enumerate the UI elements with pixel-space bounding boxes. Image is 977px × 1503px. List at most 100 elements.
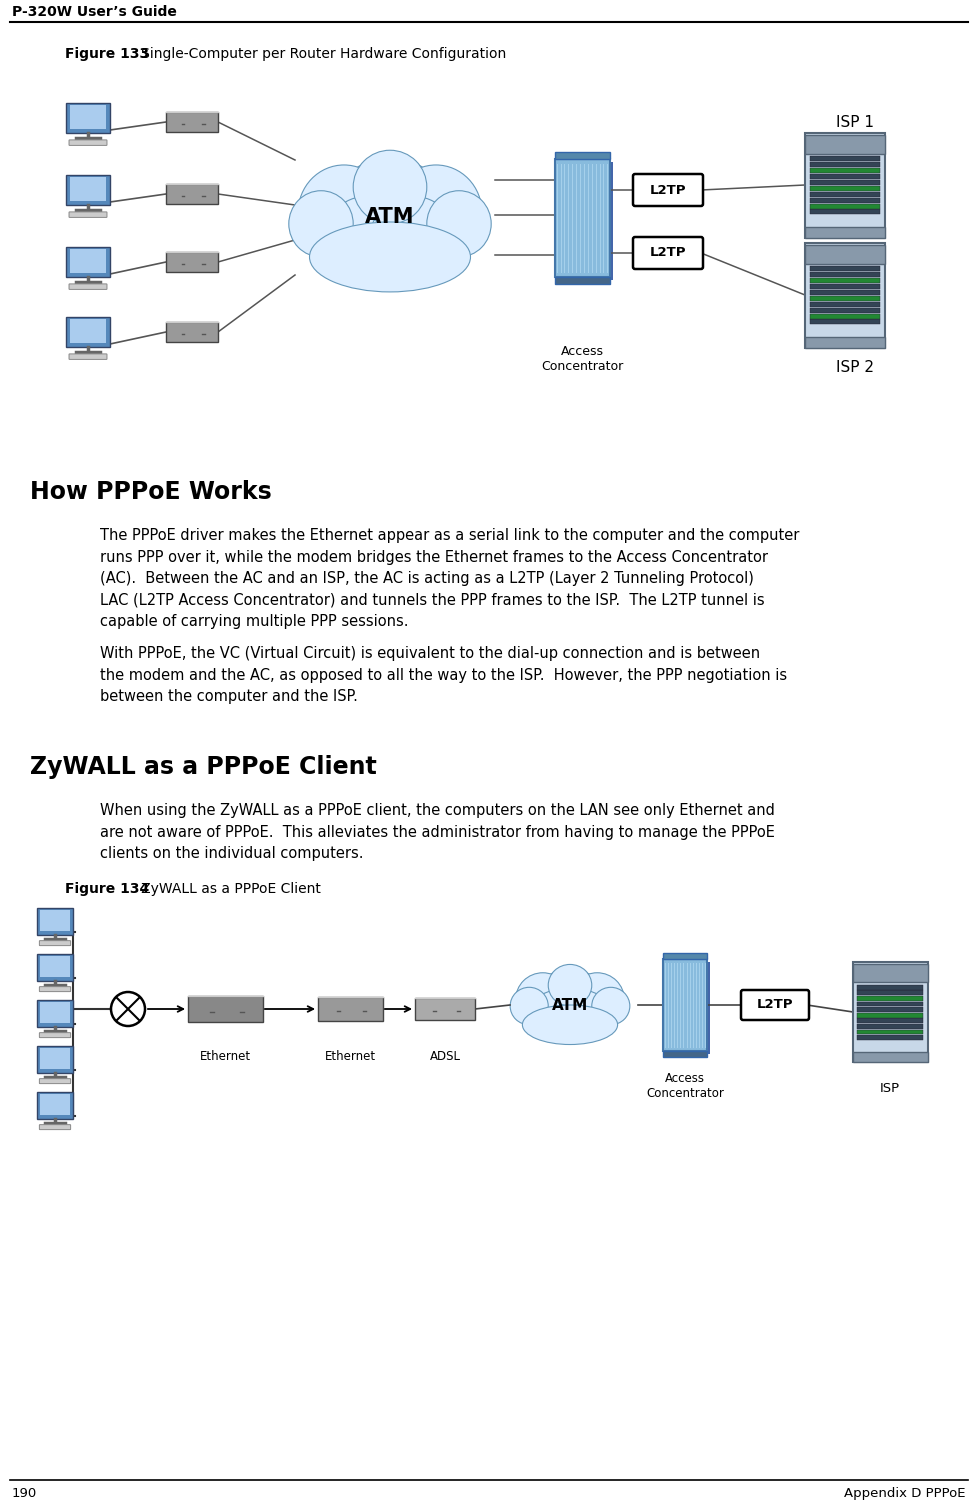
FancyBboxPatch shape: [69, 212, 106, 218]
Text: ZyWALL as a PPPoE Client: ZyWALL as a PPPoE Client: [128, 882, 320, 896]
FancyBboxPatch shape: [39, 1079, 70, 1084]
FancyBboxPatch shape: [65, 174, 109, 204]
Bar: [804, 132, 884, 237]
Text: Figure 134: Figure 134: [64, 882, 149, 896]
Ellipse shape: [510, 987, 548, 1025]
Bar: [809, 278, 879, 283]
Bar: [166, 113, 218, 132]
FancyBboxPatch shape: [40, 1094, 70, 1115]
FancyBboxPatch shape: [69, 249, 106, 274]
FancyBboxPatch shape: [69, 353, 106, 359]
FancyBboxPatch shape: [69, 284, 106, 290]
Text: Appendix D PPPoE: Appendix D PPPoE: [843, 1486, 965, 1500]
Text: ATM: ATM: [364, 207, 414, 227]
Bar: [662, 959, 706, 1051]
FancyBboxPatch shape: [40, 911, 70, 930]
Bar: [856, 996, 922, 1001]
Text: Ethernet: Ethernet: [324, 1051, 375, 1063]
Bar: [809, 314, 879, 319]
Bar: [809, 284, 879, 289]
Bar: [809, 290, 879, 295]
Bar: [809, 302, 879, 307]
Text: ISP 1: ISP 1: [835, 116, 873, 129]
Bar: [166, 322, 218, 343]
Bar: [856, 1013, 922, 1018]
Bar: [557, 162, 612, 280]
Bar: [809, 272, 879, 278]
FancyBboxPatch shape: [65, 104, 109, 132]
Bar: [809, 197, 879, 203]
Text: L2TP: L2TP: [756, 998, 792, 1012]
Ellipse shape: [522, 1006, 616, 1045]
Bar: [856, 984, 922, 989]
Ellipse shape: [515, 972, 570, 1027]
Bar: [856, 990, 922, 995]
Bar: [856, 1030, 922, 1034]
Bar: [809, 308, 879, 313]
Bar: [662, 953, 706, 959]
FancyBboxPatch shape: [65, 246, 109, 277]
Bar: [804, 227, 884, 237]
FancyBboxPatch shape: [69, 177, 106, 201]
Ellipse shape: [309, 222, 470, 292]
Bar: [852, 963, 926, 981]
FancyBboxPatch shape: [37, 1093, 73, 1118]
FancyBboxPatch shape: [40, 1003, 70, 1024]
Ellipse shape: [369, 197, 456, 284]
Bar: [662, 1051, 706, 1057]
Bar: [318, 996, 382, 1021]
FancyBboxPatch shape: [69, 105, 106, 129]
FancyBboxPatch shape: [39, 1124, 70, 1130]
Bar: [554, 159, 609, 277]
Bar: [809, 168, 879, 173]
FancyBboxPatch shape: [39, 1033, 70, 1037]
Bar: [809, 320, 879, 325]
Ellipse shape: [288, 191, 353, 257]
Bar: [809, 192, 879, 197]
FancyBboxPatch shape: [37, 1046, 73, 1073]
Bar: [856, 1019, 922, 1024]
Text: ISP 2: ISP 2: [835, 361, 873, 376]
Bar: [856, 1001, 922, 1007]
Bar: [852, 1052, 926, 1063]
Bar: [188, 996, 262, 1022]
Ellipse shape: [298, 165, 390, 260]
Text: Access
Concentrator: Access Concentrator: [540, 346, 622, 373]
Ellipse shape: [530, 990, 581, 1040]
FancyBboxPatch shape: [39, 941, 70, 945]
Text: P-320W User’s Guide: P-320W User’s Guide: [12, 5, 177, 20]
Bar: [804, 245, 884, 263]
Ellipse shape: [534, 968, 605, 1036]
FancyBboxPatch shape: [37, 999, 73, 1027]
Text: Ethernet: Ethernet: [199, 1051, 250, 1063]
Bar: [809, 180, 879, 185]
FancyBboxPatch shape: [40, 956, 70, 977]
FancyBboxPatch shape: [632, 237, 702, 269]
Bar: [665, 962, 709, 1054]
Ellipse shape: [330, 158, 449, 277]
Bar: [852, 962, 926, 1063]
Text: Figure 133: Figure 133: [64, 47, 149, 62]
Bar: [809, 296, 879, 301]
Circle shape: [110, 992, 145, 1027]
Ellipse shape: [390, 165, 482, 260]
Bar: [554, 277, 609, 284]
Ellipse shape: [591, 987, 629, 1025]
Text: When using the ZyWALL as a PPPoE client, the computers on the LAN see only Ether: When using the ZyWALL as a PPPoE client,…: [100, 803, 774, 861]
Ellipse shape: [353, 150, 426, 224]
FancyBboxPatch shape: [69, 320, 106, 343]
Text: ATM: ATM: [551, 998, 587, 1013]
Text: L2TP: L2TP: [649, 183, 686, 197]
FancyBboxPatch shape: [40, 1049, 70, 1069]
Bar: [809, 266, 879, 272]
Bar: [804, 242, 884, 347]
FancyBboxPatch shape: [65, 317, 109, 347]
Text: With PPPoE, the VC (Virtual Circuit) is equivalent to the dial-up connection and: With PPPoE, the VC (Virtual Circuit) is …: [100, 646, 786, 705]
FancyBboxPatch shape: [632, 174, 702, 206]
Bar: [809, 174, 879, 179]
Text: ADSL: ADSL: [429, 1051, 460, 1063]
FancyBboxPatch shape: [69, 140, 106, 146]
Bar: [856, 1007, 922, 1012]
Bar: [414, 998, 475, 1021]
Text: ZyWALL as a PPPoE Client: ZyWALL as a PPPoE Client: [30, 755, 376, 779]
